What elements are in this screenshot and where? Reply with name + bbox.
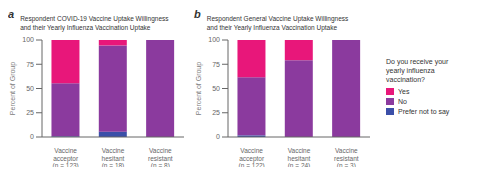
html-text:b: b bbox=[194, 8, 201, 20]
svg-text:Percent of Group: Percent of Group bbox=[9, 62, 17, 115]
svg-text:0: 0 bbox=[216, 133, 220, 140]
svg-text:Vaccineacceptor(n = 122): Vaccineacceptor(n = 122) bbox=[239, 147, 265, 167]
svg-text:Vaccinehesitant(n = 18): Vaccinehesitant(n = 18) bbox=[102, 147, 125, 167]
svg-text:50: 50 bbox=[26, 85, 34, 92]
html-text:No: No bbox=[398, 98, 407, 105]
html-text:Do you receive your yearly inf: Do you receive your yearly influenza vac… bbox=[386, 58, 449, 83]
html-text:Respondent COVID-19 Vaccine Up: Respondent COVID-19 Vaccine Uptake Willi… bbox=[20, 15, 169, 31]
svg-text:50: 50 bbox=[212, 85, 220, 92]
html-text:a: a bbox=[8, 8, 15, 20]
svg-text:Percent of Group: Percent of Group bbox=[195, 62, 203, 115]
svg-text:0: 0 bbox=[30, 133, 34, 140]
svg-text:75: 75 bbox=[26, 61, 34, 68]
svg-text:Vaccineacceptor(n = 123): Vaccineacceptor(n = 123) bbox=[53, 147, 79, 167]
svg-text:100: 100 bbox=[22, 36, 34, 43]
svg-text:100: 100 bbox=[208, 36, 220, 43]
html-text:Respondent General Vaccine Upt: Respondent General Vaccine Uptake Willin… bbox=[206, 15, 349, 31]
svg-text:25: 25 bbox=[212, 109, 220, 116]
svg-text:75: 75 bbox=[212, 61, 220, 68]
svg-text:Vaccinehesitant(n = 24): Vaccinehesitant(n = 24) bbox=[288, 147, 311, 167]
svg-text:Vaccineresistant(n = 8): Vaccineresistant(n = 8) bbox=[148, 147, 173, 167]
svg-text:Vaccineresistant(n = 3): Vaccineresistant(n = 3) bbox=[334, 147, 359, 167]
html-text:Yes: Yes bbox=[398, 88, 410, 95]
html-text:Prefer not to say: Prefer not to say bbox=[398, 108, 450, 115]
svg-text:25: 25 bbox=[26, 109, 34, 116]
